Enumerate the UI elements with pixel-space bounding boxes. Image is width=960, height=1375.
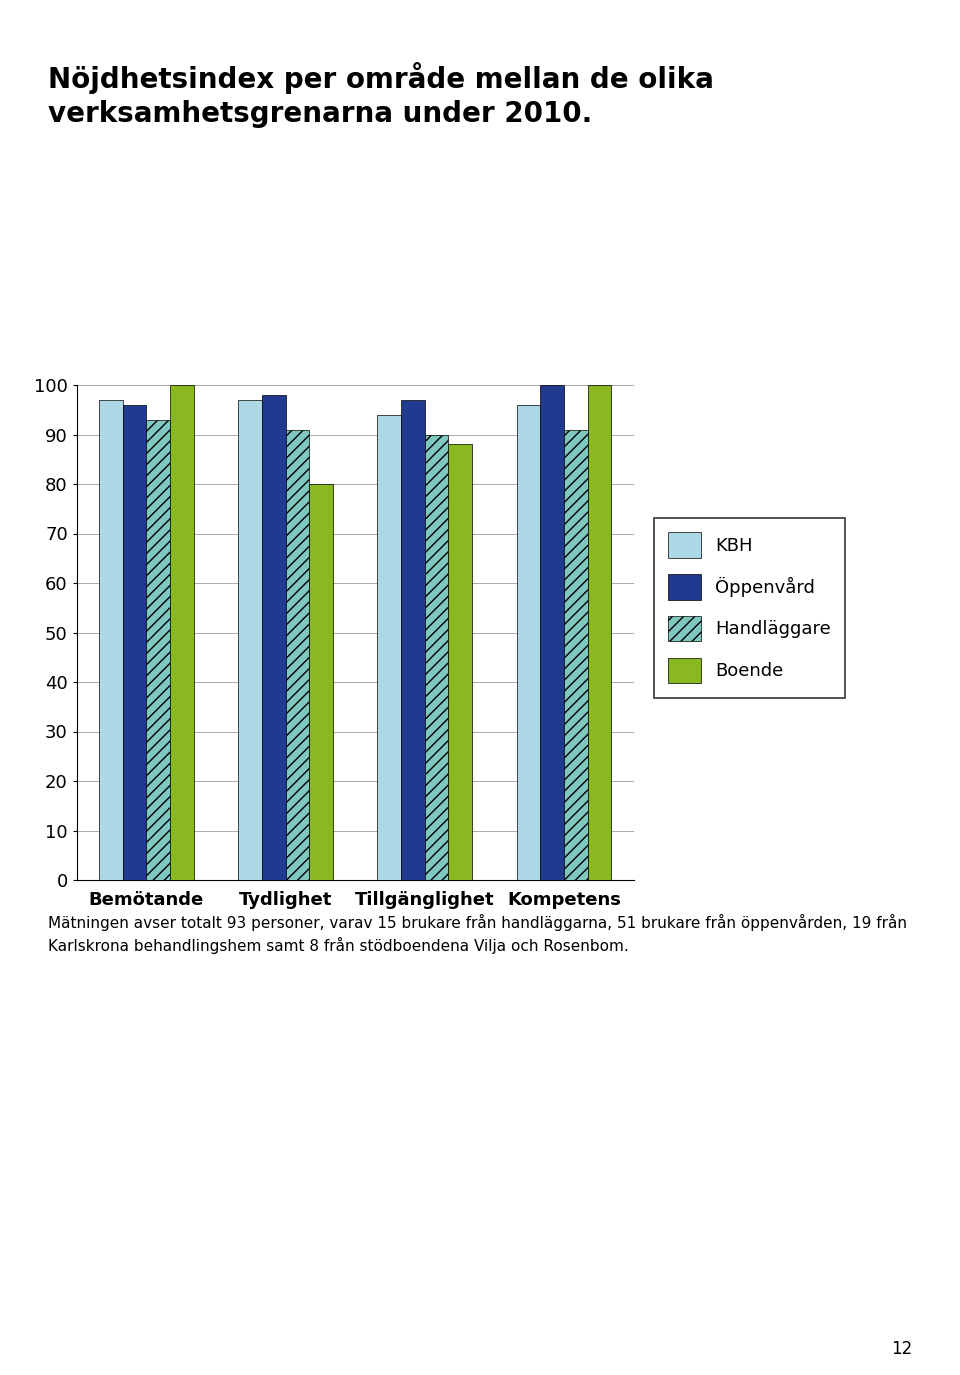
Text: Nöjdhetsindex per område mellan de olika
verksamhetsgrenarna under 2010.: Nöjdhetsindex per område mellan de olika… <box>48 62 714 128</box>
Bar <box>377 415 401 880</box>
Bar <box>286 429 309 880</box>
Bar <box>588 385 612 880</box>
Bar <box>170 385 194 880</box>
Bar <box>99 400 123 880</box>
Bar <box>516 404 540 880</box>
Bar <box>564 429 588 880</box>
Bar <box>401 400 424 880</box>
Text: 12: 12 <box>891 1341 912 1358</box>
Text: Mätningen avser totalt 93 personer, varav 15 brukare från handläggarna, 51 bruka: Mätningen avser totalt 93 personer, vara… <box>48 914 907 954</box>
Bar <box>262 395 286 880</box>
Bar <box>146 419 170 880</box>
Bar <box>540 385 564 880</box>
Legend: KBH, Öppenvård, Handläggare, Boende: KBH, Öppenvård, Handläggare, Boende <box>654 518 846 697</box>
Bar <box>123 404 146 880</box>
Bar <box>309 484 333 880</box>
Bar <box>424 434 448 880</box>
Bar <box>448 444 472 880</box>
Bar <box>238 400 262 880</box>
